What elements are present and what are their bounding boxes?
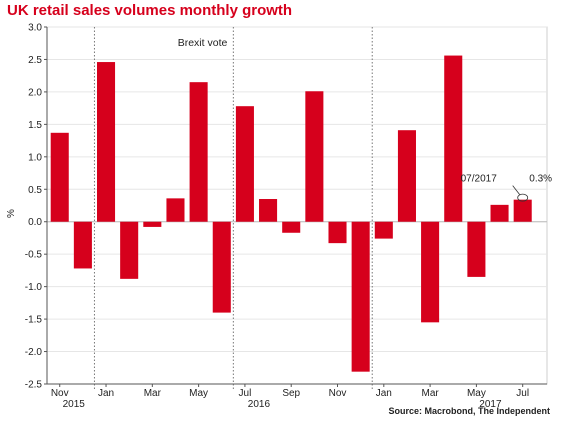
y-tick-label: -0.5: [25, 250, 43, 261]
x-tick-label: Nov: [51, 388, 69, 399]
x-year-label: 2015: [63, 399, 86, 410]
annotation-leader: [512, 185, 521, 195]
axis-layer: [44, 26, 547, 387]
marker-layer: [93, 27, 373, 390]
grid-layer: [46, 26, 548, 385]
x-year-label: 2016: [248, 399, 271, 410]
bar: [513, 199, 532, 222]
x-tick-label: Nov: [329, 388, 347, 399]
y-tick-label: 0.5: [28, 185, 42, 196]
x-tick-label: Jul: [239, 388, 252, 399]
x-tick-label: Jan: [98, 388, 114, 399]
x-tick-label: Jul: [516, 388, 529, 399]
bar: [235, 106, 254, 222]
y-tick-label: -2.5: [25, 380, 43, 391]
bar-layer: [50, 55, 532, 372]
bar: [73, 221, 92, 269]
bar: [166, 198, 185, 222]
bar: [305, 91, 324, 222]
annotation-circle: [517, 193, 529, 202]
bar: [421, 221, 440, 323]
bar: [467, 221, 486, 277]
x-tick-label: Sep: [282, 388, 300, 399]
y-axis-label: %: [6, 209, 17, 218]
bar: [189, 82, 208, 222]
bar: [212, 221, 231, 313]
x-tick-label: May: [467, 388, 486, 399]
annotation-value: 0.3%: [529, 174, 552, 185]
y-tick-label: -1.0: [25, 282, 43, 293]
y-tick-label: 3.0: [28, 23, 42, 34]
bar: [397, 130, 416, 222]
x-tick-label: Mar: [421, 388, 439, 399]
y-tick-label: 1.5: [28, 120, 42, 131]
y-tick-label: 2.5: [28, 55, 42, 66]
plot-frame: [46, 26, 548, 385]
bar: [259, 199, 278, 222]
x-tick-label: Mar: [144, 388, 162, 399]
bar: [444, 55, 463, 222]
bar: [328, 221, 347, 244]
x-tick-label: Jan: [376, 388, 392, 399]
bar: [374, 221, 393, 239]
y-tick-label: -1.5: [25, 315, 43, 326]
bar: [120, 221, 139, 279]
vertical-marker-label: Brexit vote: [178, 37, 228, 49]
source-note: Source: Macrobond, The Independent: [388, 406, 550, 416]
annotation-date: 07/2017: [461, 174, 498, 185]
bar: [351, 221, 370, 372]
y-tick-label: 1.0: [28, 152, 42, 163]
x-tick-label: May: [189, 388, 208, 399]
bar: [490, 204, 509, 222]
bar: [282, 221, 301, 233]
bar: [143, 221, 162, 227]
bar: [97, 62, 116, 222]
label-layer: 3.0 2.5 2.0 1.5 1.0 0.5 0.0 -0.5 -1.0 -1.5 -2.0 -2.…: [6, 23, 552, 411]
y-tick-label: -2.0: [25, 347, 43, 358]
y-tick-label: 2.0: [28, 87, 42, 98]
chart-title: UK retail sales volumes monthly growth: [7, 2, 293, 19]
bar: [50, 132, 69, 222]
x-year-label: 2017: [479, 399, 502, 410]
y-tick-label: 0.0: [28, 217, 42, 228]
